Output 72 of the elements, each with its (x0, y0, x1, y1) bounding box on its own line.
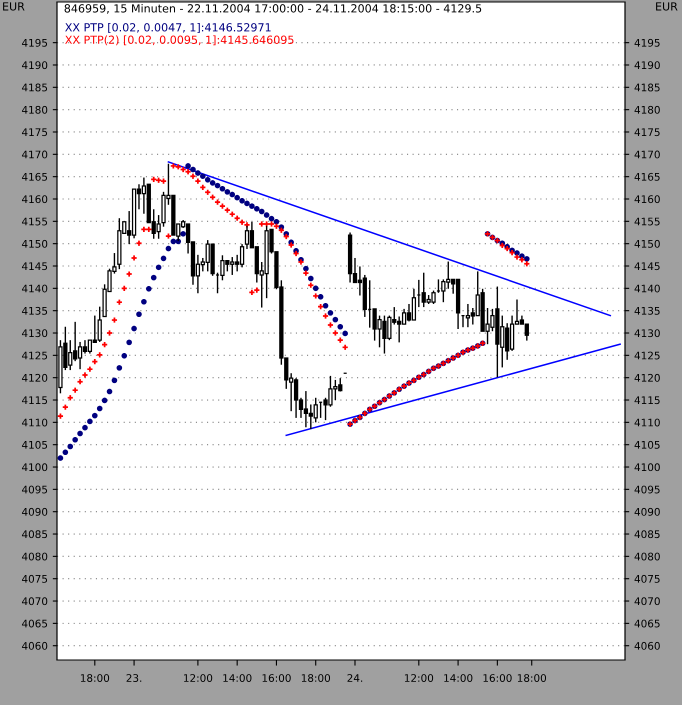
y-tick-label: 4095 (22, 486, 48, 494)
y-tick-label: 4175 (22, 128, 48, 136)
y2-tick-label: 4090 (634, 508, 660, 516)
y-tick-label: 4150 (22, 240, 48, 248)
y2-tick-label: 4070 (634, 597, 660, 606)
y2-tick-label: 4080 (634, 552, 660, 560)
y-tick-label: 4160 (22, 195, 48, 204)
y-tick-label: 4195 (22, 38, 48, 47)
y-tick-label: 4065 (22, 620, 48, 628)
y-tick-label: 4105 (22, 440, 48, 449)
x-tick-label: 12:00 (184, 674, 212, 682)
y2-tick-label: 4170 (634, 150, 660, 158)
y-tick-label: 4190 (22, 61, 48, 70)
y2-tick-label: 4150 (634, 240, 660, 248)
x-tick-label: 12:00 (404, 674, 434, 682)
y-tick-label: 4180 (22, 106, 48, 114)
y2-tick-label: 4120 (634, 374, 660, 382)
y-axis-title: EUR (3, 2, 25, 11)
y-tick-label: 4185 (22, 84, 48, 92)
y2-tick-label: 4130 (634, 329, 660, 338)
y-tick-label: 4120 (22, 374, 48, 382)
y-tick-label: 4080 (22, 552, 48, 560)
y2-tick-label: 4195 (634, 38, 660, 47)
text: XX PTP(2) [0.02, 0.0095, 1]:4145.646095 (65, 35, 294, 46)
y-tick-label: 4075 (22, 574, 48, 583)
x-tick-label: 14:00 (444, 674, 472, 682)
y-tick-label: 4070 (22, 597, 48, 606)
y-tick-label: 4085 (22, 530, 48, 538)
x-tick-label: 18:00 (518, 674, 546, 682)
y2-tick-label: 4140 (634, 284, 660, 292)
y2-tick-label: 4100 (634, 463, 660, 472)
y-tick-label: 4130 (22, 329, 48, 338)
y2-tick-label: 4125 (634, 352, 660, 360)
y2-tick-label: 4190 (634, 61, 660, 70)
x-tick-label: 24. (347, 674, 362, 682)
y2-tick-label: 4110 (634, 418, 660, 426)
y2-tick-label: 4180 (634, 106, 660, 114)
y2-tick-label: 4115 (634, 396, 660, 404)
y-tick-label: 4115 (22, 396, 48, 404)
x-tick-label: 16:00 (262, 674, 291, 682)
y2-tick-label: 4075 (634, 574, 660, 583)
y2-axis-title: EUR (656, 2, 678, 11)
y2-tick-label: 4065 (634, 620, 660, 628)
y-tick-label: 4140 (22, 284, 48, 292)
y2-tick-label: 4060 (634, 642, 660, 650)
y2-tick-label: 4145 (634, 262, 660, 270)
y-tick-label: 4060 (22, 642, 48, 650)
y-tick-label: 4100 (22, 463, 48, 472)
y-tick-label: 4170 (22, 150, 48, 158)
y2-tick-label: 4185 (634, 84, 660, 92)
chart-title: 846959, 15 Minuten - 22.11.2004 17:00:00 - 24.11.2004 18:15:00 - 4129.5 (64, 4, 482, 14)
y2-tick-label: 4160 (634, 195, 660, 204)
y2-tick-label: 4175 (634, 128, 660, 136)
x-tick-label: 14:00 (223, 674, 252, 682)
y2-tick-label: 4165 (634, 172, 660, 181)
y-tick-label: 4165 (22, 172, 48, 181)
y2-tick-label: 4135 (634, 306, 660, 315)
y2-tick-label: 4085 (634, 530, 660, 538)
y-tick-label: 4155 (22, 218, 48, 226)
y-tick-label: 4110 (22, 418, 48, 426)
y-tick-label: 4090 (22, 508, 48, 516)
y-tick-label: 4145 (22, 262, 48, 270)
text: XX PTP [0.02, 0.0047, 1]:4146.52971 (65, 22, 271, 33)
x-tick-label: 18:00 (302, 674, 330, 682)
y-tick-label: 4135 (22, 306, 48, 315)
y-tick-label: 4125 (22, 352, 48, 360)
y2-tick-label: 4095 (634, 486, 660, 494)
x-tick-label: 16:00 (483, 674, 512, 682)
x-tick-label: 18:00 (80, 674, 110, 682)
y2-tick-label: 4105 (634, 440, 660, 449)
y2-tick-label: 4155 (634, 218, 660, 226)
x-tick-label: 23. (126, 674, 142, 682)
